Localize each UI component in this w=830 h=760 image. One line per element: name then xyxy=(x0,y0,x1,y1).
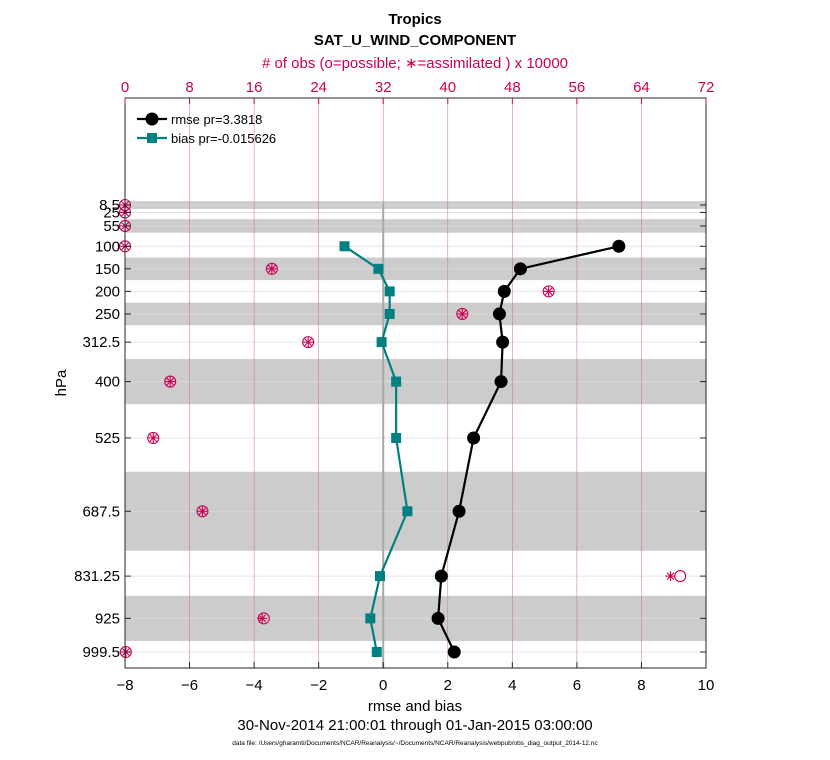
obs-possible-marker xyxy=(147,431,160,445)
x-axis-label: rmse and bias xyxy=(368,698,462,715)
bias-point xyxy=(374,571,385,582)
bias-point xyxy=(384,308,395,319)
y-tick-label: 400 xyxy=(95,374,120,391)
obs-asterisk-stroke xyxy=(304,338,313,347)
y-tick-label: 200 xyxy=(95,283,120,300)
x-tick-label: 0 xyxy=(379,677,387,694)
y-tick-label: 925 xyxy=(95,610,120,627)
rmse-point xyxy=(447,645,461,659)
y-tick-label: 100 xyxy=(95,238,120,255)
y-tick-label: 999.5 xyxy=(82,644,120,661)
obs-possible-marker xyxy=(542,285,555,298)
obs-possible-marker xyxy=(265,262,278,275)
obs-possible-marker xyxy=(119,645,132,659)
rmse-point xyxy=(494,375,508,389)
data-file-footnote: data file: /Users/gharamti/Documents/NCA… xyxy=(232,740,598,747)
obs-asterisk-stroke xyxy=(267,264,276,273)
legend: rmse pr=3.3818 bias pr=-0.015626 xyxy=(137,112,276,146)
top-tick-label: 48 xyxy=(504,79,521,96)
rmse-point xyxy=(434,569,448,583)
obs-assimilated-marker xyxy=(303,337,314,348)
rmse-point xyxy=(467,431,481,445)
x-tick-label: 6 xyxy=(573,677,581,694)
x-tick-label: 4 xyxy=(508,677,516,694)
top-tick-label: 24 xyxy=(310,79,327,96)
y-tick-label: 687.5 xyxy=(82,503,120,520)
series-layer xyxy=(118,198,687,659)
x-tick-label: −2 xyxy=(310,677,327,694)
bias-point xyxy=(376,337,387,348)
bias-point xyxy=(391,376,402,387)
top-tick-label: 64 xyxy=(633,79,650,96)
top-axis-label: # of obs (o=possible; ∗=assimilated ) x … xyxy=(262,55,568,72)
obs-assimilated-marker xyxy=(197,506,208,517)
top-tick-label: 0 xyxy=(121,79,129,96)
axes: −8 −6 −4 −2 0 2 4 6 8 100 8 16 24 32 40 48 56 64 728.52555… xyxy=(74,79,714,694)
obs-assimilated-marker xyxy=(457,308,468,319)
top-tick-label: 32 xyxy=(375,79,392,96)
chart-title: Tropics xyxy=(388,11,441,28)
y-tick-label: 525 xyxy=(95,430,120,447)
obs-assimilated-marker xyxy=(165,376,176,387)
y-tick-label: 150 xyxy=(95,261,120,278)
top-tick-label: 8 xyxy=(185,79,193,96)
x-tick-label: 2 xyxy=(444,677,452,694)
obs-possible-marker xyxy=(456,307,469,320)
top-tick-label: 72 xyxy=(698,79,715,96)
rmse-point xyxy=(612,239,626,253)
bias-point xyxy=(373,263,384,274)
y-axis-label: hPa xyxy=(53,369,70,396)
obs-assimilated-marker xyxy=(257,613,268,624)
bias-point xyxy=(371,647,382,657)
obs-possible-marker xyxy=(196,505,209,518)
date-range-label: 30-Nov-2014 21:00:01 through 01-Jan-2015… xyxy=(237,717,592,734)
x-tick-label: −4 xyxy=(246,677,263,694)
bias-point xyxy=(402,506,413,517)
obs-asterisk-stroke xyxy=(198,507,207,516)
obs-assimilated-marker xyxy=(148,432,159,443)
rmse-point xyxy=(431,611,445,625)
bias-point xyxy=(365,613,376,624)
plot-frame xyxy=(124,97,707,669)
x-tick-label: 8 xyxy=(637,677,645,694)
y-tick-label: 250 xyxy=(95,306,120,323)
rmse-point xyxy=(513,262,527,276)
obs-asterisk-stroke xyxy=(666,572,675,580)
obs-possible-marker xyxy=(302,336,315,349)
bias-point xyxy=(391,432,402,443)
obs-asterisk-stroke xyxy=(166,377,175,386)
y-tick-label: 8.5 xyxy=(99,197,120,214)
x-tick-label: −8 xyxy=(116,677,133,694)
bias-legend-marker xyxy=(147,133,157,143)
rmse-legend-marker xyxy=(145,112,159,126)
bias-point xyxy=(339,241,350,252)
y-tick-label: 25 xyxy=(103,204,120,221)
obs-asterisk-stroke xyxy=(258,614,267,623)
rmse-legend-label: rmse pr=3.3818 xyxy=(171,112,262,127)
y-tick-label: 55 xyxy=(103,218,120,235)
obs-asterisk-stroke xyxy=(149,434,158,442)
x-tick-label: 10 xyxy=(698,677,715,694)
top-tick-label: 16 xyxy=(246,79,263,96)
rmse-point xyxy=(492,307,506,321)
obs-assimilated-marker xyxy=(266,263,277,274)
top-tick-label: 56 xyxy=(569,79,586,96)
rmse-point xyxy=(497,284,511,298)
rmse-point xyxy=(452,504,466,518)
chart-subtitle: SAT_U_WIND_COMPONENT xyxy=(314,32,516,49)
obs-asterisk-stroke xyxy=(458,310,467,318)
rmse-point xyxy=(496,335,510,349)
bias-point xyxy=(384,286,395,297)
top-tick-label: 40 xyxy=(439,79,456,96)
obs-possible-marker xyxy=(164,375,177,388)
obs-asterisk-stroke xyxy=(544,287,553,296)
y-tick-label: 312.5 xyxy=(82,334,120,351)
x-tick-label: −6 xyxy=(181,677,198,694)
y-tick-label: 831.25 xyxy=(74,568,120,585)
bias-legend-label: bias pr=-0.015626 xyxy=(171,131,276,146)
obs-assimilated-marker xyxy=(665,571,676,582)
obs-assimilated-marker xyxy=(543,286,554,297)
